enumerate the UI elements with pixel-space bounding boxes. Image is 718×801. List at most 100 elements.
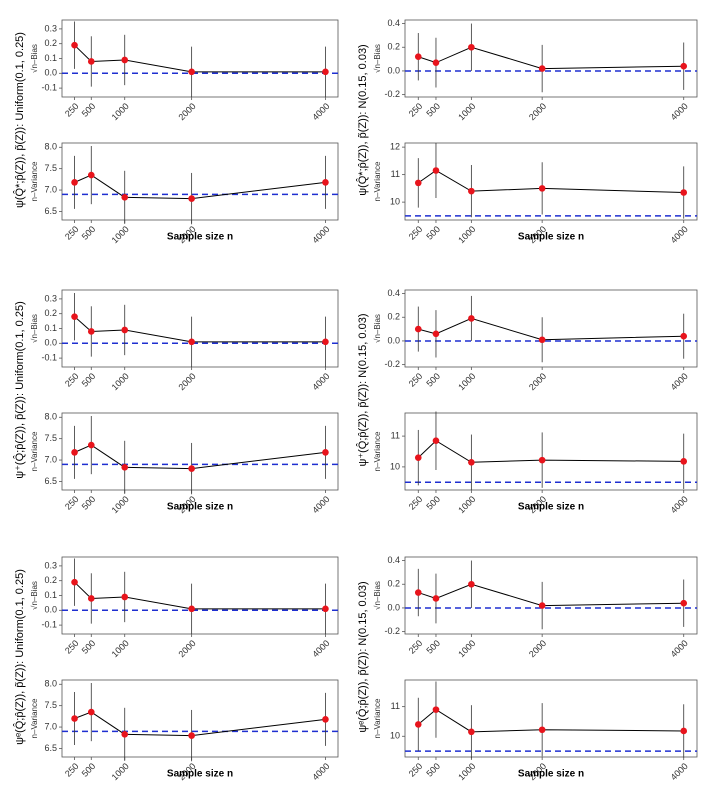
x-tick-label: 250 xyxy=(63,638,81,656)
point xyxy=(414,53,422,61)
point xyxy=(188,68,195,76)
point xyxy=(87,328,95,335)
point xyxy=(468,187,475,195)
x-tick-label: 250 xyxy=(407,224,425,242)
y-tick-label: 0.2 xyxy=(387,312,400,322)
y-tick-label: 6.5 xyxy=(44,743,57,753)
x-tick-label: 1000 xyxy=(456,101,477,122)
x-tick-label: 500 xyxy=(424,371,442,389)
y-tick-label: -0.2 xyxy=(384,626,400,636)
y-tick-label: -0.1 xyxy=(41,82,57,92)
y-axis-title: n–Variance xyxy=(30,431,39,471)
point xyxy=(322,179,329,186)
y-tick-label: 0.3 xyxy=(44,23,57,33)
y-tick-label: 11 xyxy=(391,169,400,179)
y-axis-title: n–Variance xyxy=(373,698,382,738)
y-tick-label: 0.2 xyxy=(387,42,400,52)
y-axis-title: √n–Bias xyxy=(30,44,39,73)
point xyxy=(680,332,688,340)
y-tick-label: 7.0 xyxy=(44,721,57,731)
point xyxy=(121,194,129,201)
y-tick-label: 0.1 xyxy=(44,53,57,63)
y-tick-label: 0.2 xyxy=(44,308,57,318)
point xyxy=(87,595,95,602)
point xyxy=(468,728,475,736)
y-tick-label: 0.2 xyxy=(387,579,400,589)
point xyxy=(87,58,95,65)
y-tick-label: 7.5 xyxy=(44,433,57,443)
panel-frame xyxy=(61,142,339,221)
x-tick-label: 4000 xyxy=(669,371,690,392)
y-tick-label: 0.4 xyxy=(387,555,400,565)
y-tick-label: 10 xyxy=(390,197,400,207)
x-axis-title: Sample size n xyxy=(167,232,233,243)
y-tick-label: 0.2 xyxy=(44,575,57,585)
x-tick-label: 1000 xyxy=(456,224,477,245)
point xyxy=(432,595,440,602)
point xyxy=(188,465,195,472)
y-tick-label: 0.0 xyxy=(387,335,400,345)
line xyxy=(74,316,326,343)
y-tick-label: 0.0 xyxy=(44,605,57,615)
x-tick-label: 4000 xyxy=(669,224,690,245)
panel-frame xyxy=(61,556,339,635)
point xyxy=(322,68,329,76)
point xyxy=(87,708,95,716)
point xyxy=(322,449,329,456)
point xyxy=(538,185,546,192)
point xyxy=(188,605,195,613)
point xyxy=(71,41,78,49)
y-tick-label: 7.5 xyxy=(44,163,57,173)
point xyxy=(538,456,546,464)
group-label: ψᵉ(Q̂;p̂(Z)), p̃(Z)): Uniform(0.1, 0.25) xyxy=(12,569,26,745)
x-tick-label: 4000 xyxy=(669,101,690,122)
y-tick-label: -0.1 xyxy=(41,352,57,362)
point xyxy=(468,580,475,588)
point xyxy=(121,593,129,601)
point xyxy=(538,65,546,72)
point xyxy=(121,56,129,64)
y-tick-label: 0.0 xyxy=(44,68,57,78)
point xyxy=(71,578,78,586)
y-axis-title: √n–Bias xyxy=(373,314,382,343)
group-label: ψᵉ(Q̂;p̂(Z)), p̃(Z)): N(0.15, 0.03) xyxy=(355,581,369,732)
line xyxy=(74,581,326,610)
y-axis-title: √n–Bias xyxy=(30,314,39,343)
y-axis-title: √n–Bias xyxy=(373,581,382,610)
x-axis-title: Sample size n xyxy=(167,769,233,780)
x-tick-label: 2000 xyxy=(176,101,197,122)
x-axis-title: Sample size n xyxy=(518,232,584,243)
x-tick-label: 1000 xyxy=(110,638,131,659)
point xyxy=(87,171,95,179)
x-axis-title: Sample size n xyxy=(518,769,584,780)
point xyxy=(680,189,688,196)
x-tick-label: 1000 xyxy=(110,371,131,392)
x-tick-label: 2000 xyxy=(176,371,197,392)
x-tick-label: 1000 xyxy=(456,494,477,515)
point xyxy=(680,458,688,465)
x-tick-label: 4000 xyxy=(310,761,331,782)
x-tick-label: 500 xyxy=(80,638,98,656)
panel-frame xyxy=(404,142,698,221)
x-tick-label: 500 xyxy=(424,101,442,119)
y-tick-label: 0.3 xyxy=(44,560,57,570)
x-tick-label: 1000 xyxy=(110,761,131,782)
x-tick-label: 250 xyxy=(407,638,425,656)
point xyxy=(468,43,475,51)
y-tick-label: 6.5 xyxy=(44,476,57,486)
y-axis-title: n–Variance xyxy=(373,431,382,471)
point xyxy=(680,727,688,735)
line xyxy=(418,583,684,607)
y-tick-label: -0.2 xyxy=(384,89,400,99)
y-axis-title: √n–Bias xyxy=(30,581,39,610)
x-tick-label: 500 xyxy=(424,761,442,779)
y-tick-label: 0.4 xyxy=(387,18,400,28)
panel-frame xyxy=(404,679,698,758)
x-tick-label: 500 xyxy=(80,494,98,512)
point xyxy=(414,179,422,187)
point xyxy=(432,59,440,66)
point xyxy=(188,195,195,202)
y-tick-label: 0.1 xyxy=(44,323,57,333)
point xyxy=(680,62,688,70)
x-axis-title: Sample size n xyxy=(167,502,233,513)
